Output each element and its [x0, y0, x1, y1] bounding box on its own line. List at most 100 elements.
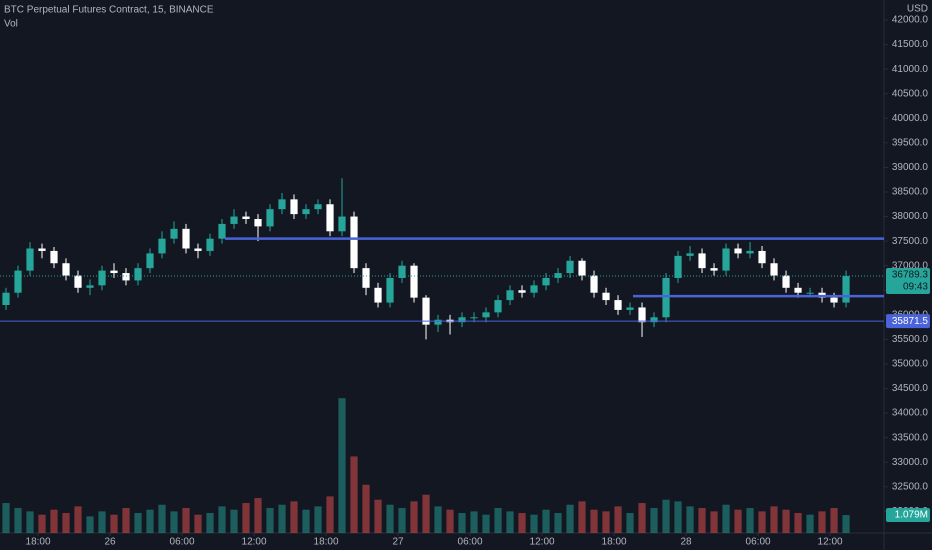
volume-bar	[578, 501, 586, 533]
volume-bar	[494, 508, 502, 533]
candle-body	[734, 248, 742, 254]
volume-bar	[554, 513, 562, 533]
volume-bar	[842, 515, 850, 533]
volume-bar	[254, 498, 262, 533]
volume-bar	[794, 513, 802, 533]
volume-bar	[434, 506, 442, 533]
candle-body	[758, 250, 766, 264]
currency: USD	[907, 4, 928, 15]
volume-bar	[302, 509, 310, 533]
x-tick-label: 06:00	[170, 537, 195, 548]
volume-bar	[506, 511, 514, 533]
candle-body	[842, 276, 850, 303]
candle-body	[230, 216, 238, 224]
candle-body	[482, 312, 490, 318]
volume-bar	[2, 503, 10, 533]
candle-body	[38, 248, 46, 251]
volume-bar	[734, 509, 742, 533]
volume-bar	[782, 509, 790, 533]
level-price-tag	[886, 314, 930, 329]
volume-bar	[314, 506, 322, 533]
volume-bar	[530, 514, 538, 533]
x-tick-label: 12:00	[818, 537, 843, 548]
volume-bar	[86, 516, 94, 533]
candle-body	[686, 253, 694, 256]
candle-body	[254, 219, 262, 227]
last-price-tag	[886, 268, 930, 295]
candle-body	[50, 250, 58, 264]
candle-body	[602, 292, 610, 301]
volume-bar	[338, 398, 346, 533]
x-tick-label: 12:00	[530, 537, 555, 548]
candle-body	[782, 275, 790, 288]
volume-bar	[590, 509, 598, 533]
last-price-label: 36789.3	[892, 270, 929, 281]
volume-bar	[62, 513, 70, 533]
volume-bar	[386, 504, 394, 533]
candle-body	[470, 317, 478, 319]
chart-title: BTC Perpetual Futures Contract, 15, BINA…	[4, 5, 214, 16]
y-tick-label: 38000.0	[892, 211, 929, 222]
y-tick-label: 34500.0	[892, 383, 929, 394]
volume-bar	[230, 509, 238, 533]
x-tick-label: 06:00	[746, 537, 771, 548]
volume-bar	[662, 499, 670, 533]
volume-bar	[746, 508, 754, 533]
volume-bar	[290, 501, 298, 533]
candle-body	[434, 319, 442, 325]
x-tick-label: 18:00	[26, 537, 51, 548]
volume-bar	[326, 496, 334, 533]
candle-body	[110, 270, 118, 274]
y-tick-label: 40500.0	[892, 88, 929, 99]
candle-body	[698, 253, 706, 269]
y-tick-label: 41500.0	[892, 39, 929, 50]
volume-bar	[266, 508, 274, 533]
volume-bar	[398, 508, 406, 533]
candle-body	[410, 265, 418, 298]
volume-bar	[470, 511, 478, 533]
candle-body	[374, 287, 382, 303]
volume-bar	[410, 501, 418, 533]
candle-body	[242, 216, 250, 220]
candle-body	[2, 292, 10, 305]
candle-body	[26, 248, 34, 271]
candle-body	[830, 297, 838, 303]
volume-bar	[518, 513, 526, 533]
volume-bar	[38, 514, 46, 533]
candle-body	[134, 268, 142, 281]
volume-bar	[14, 508, 22, 533]
volume-bar	[350, 456, 358, 533]
volume-bar	[566, 504, 574, 533]
volume-bar	[770, 506, 778, 533]
x-tick-label: 27	[392, 537, 404, 548]
candle-body	[86, 285, 94, 288]
volume-bar	[614, 506, 622, 533]
candle-body	[638, 307, 646, 323]
candle-body	[302, 209, 310, 215]
candle-body	[542, 277, 550, 286]
y-tick-label: 39500.0	[892, 137, 929, 148]
volume-bar	[758, 511, 766, 533]
candle-body	[398, 265, 406, 278]
candle-body	[626, 307, 634, 310]
volume-bar	[98, 511, 106, 533]
volume-bar	[134, 513, 142, 533]
x-tick-label: 28	[681, 537, 693, 548]
candle-body	[746, 250, 754, 254]
candle-body	[518, 290, 526, 293]
volume-bar	[806, 514, 814, 533]
candle-body	[674, 255, 682, 278]
candle-body	[422, 297, 430, 325]
candle-body	[662, 277, 670, 318]
candle-body	[770, 263, 778, 276]
volume-bar	[602, 511, 610, 533]
x-tick-label: 12:00	[242, 537, 267, 548]
candle-body	[506, 290, 514, 301]
candle-body	[278, 199, 286, 210]
candle-body	[14, 270, 22, 293]
y-tick-label: 35500.0	[892, 334, 929, 345]
level-price-label: 35871.5	[892, 316, 929, 327]
y-tick-label: 33000.0	[892, 457, 929, 468]
y-tick-label: 39000.0	[892, 162, 929, 173]
